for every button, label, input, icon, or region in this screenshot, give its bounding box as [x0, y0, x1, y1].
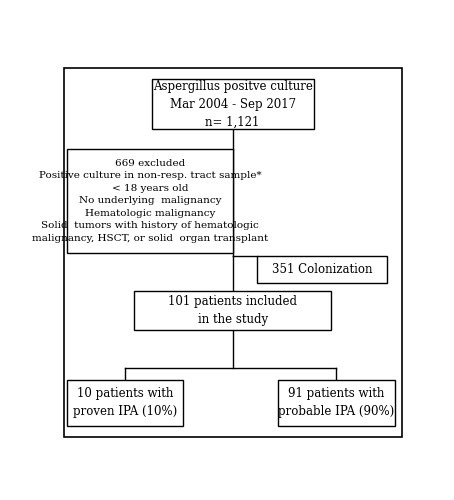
- FancyBboxPatch shape: [134, 291, 331, 330]
- FancyBboxPatch shape: [278, 380, 395, 426]
- FancyBboxPatch shape: [152, 79, 314, 130]
- Text: 101 patients included
in the study: 101 patients included in the study: [168, 294, 297, 326]
- FancyBboxPatch shape: [67, 148, 233, 252]
- Text: 669 excluded
Positive culture in non-resp. tract sample*
< 18 years old
No under: 669 excluded Positive culture in non-res…: [32, 158, 268, 242]
- FancyBboxPatch shape: [67, 380, 183, 426]
- FancyBboxPatch shape: [257, 256, 388, 283]
- Text: 10 patients with
proven IPA (10%): 10 patients with proven IPA (10%): [73, 387, 178, 418]
- Text: 91 patients with
probable IPA (90%): 91 patients with probable IPA (90%): [278, 387, 395, 418]
- Text: Aspergillus positve culture
Mar 2004 - Sep 2017
n= 1,121: Aspergillus positve culture Mar 2004 - S…: [153, 80, 313, 129]
- Text: 351 Colonization: 351 Colonization: [272, 264, 373, 276]
